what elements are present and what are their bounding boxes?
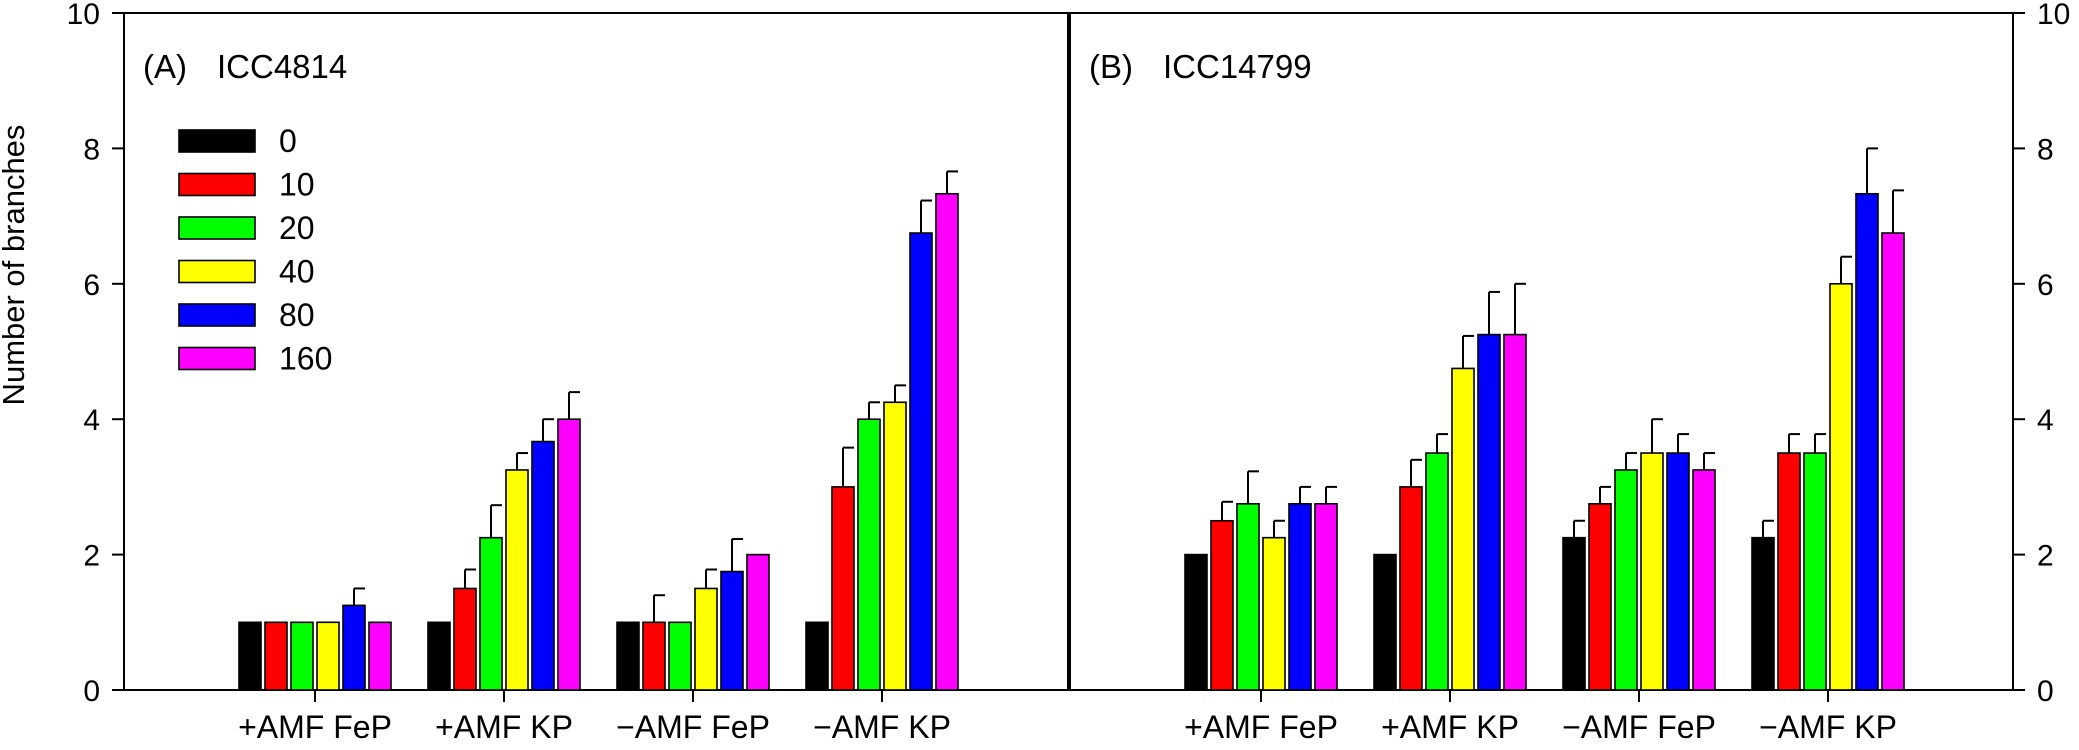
- bar: [1803, 452, 1827, 691]
- legend-swatch: [178, 129, 256, 153]
- legend-label: 20: [279, 210, 315, 246]
- bar: [1288, 503, 1312, 691]
- legend-label: 160: [279, 341, 332, 377]
- bar: [1236, 503, 1260, 691]
- bar: [1692, 469, 1716, 691]
- y-tick-label: 10: [67, 0, 100, 31]
- y-tick-label: 10: [2037, 0, 2070, 31]
- panel-title: ICC14799: [1163, 48, 1312, 85]
- bar: [557, 418, 581, 691]
- bar: [1451, 367, 1475, 691]
- bar: [1184, 553, 1208, 691]
- bar: [1588, 503, 1612, 691]
- bar: [1262, 536, 1286, 691]
- bar: [831, 486, 855, 691]
- y-tick-label: 8: [83, 133, 100, 166]
- legend-swatch: [178, 346, 256, 371]
- bar: [1373, 553, 1397, 691]
- bar: [1829, 282, 1853, 691]
- bar: [238, 621, 262, 691]
- bar: [453, 587, 477, 691]
- plot-frame: [123, 12, 1069, 691]
- panel-b: 0 2 4 6 8 10 (B) ICC14799 +AMF FeP +AMF KP −AMF Fe…: [1069, 0, 2070, 745]
- y-tick-label: 6: [83, 269, 100, 302]
- bar: [1477, 333, 1501, 691]
- bar: [1399, 486, 1423, 691]
- bar: [1562, 536, 1586, 691]
- bar: [1614, 469, 1638, 691]
- bar: [857, 418, 881, 691]
- y-tick-label: 0: [83, 675, 100, 708]
- y-tick-label: 4: [2037, 404, 2054, 437]
- chart-panels: 0 2 4 6 8 10 (A) ICC4814 +AMF FeP +AMF KP −AMF FeP…: [67, 0, 2071, 745]
- bar: [264, 621, 288, 691]
- bar: [883, 401, 907, 691]
- bar: [694, 587, 718, 691]
- x-category-label: −AMF KP: [1759, 709, 1897, 745]
- legend-swatch: [178, 172, 256, 197]
- bar: [1881, 232, 1905, 691]
- bar: [1777, 452, 1801, 691]
- bar: [316, 621, 340, 691]
- y-tick-label: 0: [2037, 675, 2054, 708]
- bar: [1503, 333, 1527, 691]
- legend-swatch: [178, 303, 256, 327]
- bar: [909, 232, 933, 691]
- bar: [1751, 536, 1775, 691]
- legend-swatch: [178, 216, 256, 240]
- bar: [720, 570, 744, 691]
- bar: [616, 621, 640, 691]
- bar: [1666, 452, 1690, 691]
- x-category-label: −AMF KP: [813, 709, 951, 745]
- bar: [1425, 452, 1449, 691]
- legend-swatch: [178, 259, 256, 284]
- legend: 0 10 20 40 80 160: [178, 123, 332, 377]
- bar: [1314, 503, 1338, 691]
- bar: [935, 192, 959, 691]
- panel-a: 0 2 4 6 8 10 (A) ICC4814 +AMF FeP +AMF KP −AMF FeP…: [67, 0, 1069, 745]
- x-category-label: +AMF FeP: [1184, 709, 1338, 745]
- bar: [1640, 452, 1664, 691]
- bar: [668, 621, 692, 691]
- bar: [805, 621, 829, 691]
- x-category-label: −AMF FeP: [616, 709, 770, 745]
- bar: [427, 621, 451, 691]
- bar: [1855, 192, 1879, 691]
- y-tick-label: 2: [83, 540, 100, 573]
- bar: [342, 604, 366, 691]
- y-axis-title: Number of branches: [0, 125, 31, 406]
- panel-label: (B): [1089, 48, 1133, 85]
- x-category-label: +AMF FeP: [238, 709, 392, 745]
- y-tick-label: 6: [2037, 269, 2054, 302]
- y-tick-label: 4: [83, 404, 100, 437]
- bar: [479, 536, 503, 691]
- bar: [368, 621, 392, 691]
- panel-title: ICC4814: [217, 48, 347, 85]
- legend-label: 40: [279, 254, 315, 290]
- plot-frame: [1069, 12, 2014, 691]
- bar: [290, 621, 314, 691]
- legend-label: 80: [279, 297, 315, 333]
- bar: [1210, 519, 1234, 691]
- legend-label: 10: [279, 167, 315, 203]
- y-tick-label: 2: [2037, 540, 2054, 573]
- panel-label: (A): [143, 48, 187, 85]
- x-category-label: +AMF KP: [1381, 709, 1519, 745]
- bar: [642, 621, 666, 691]
- y-tick-label: 8: [2037, 133, 2054, 166]
- x-category-label: +AMF KP: [435, 709, 573, 745]
- bar: [531, 440, 555, 691]
- bar: [746, 553, 770, 691]
- bar: [505, 469, 529, 691]
- x-category-label: −AMF FeP: [1562, 709, 1716, 745]
- legend-label: 0: [279, 123, 297, 159]
